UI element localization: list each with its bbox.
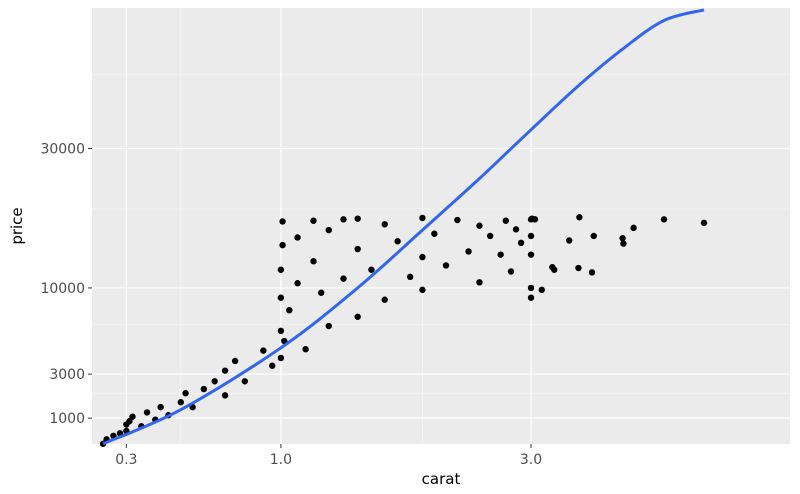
data-point [588, 269, 596, 276]
data-point [507, 268, 515, 275]
data-point [129, 413, 136, 420]
data-point [551, 266, 558, 273]
data-point [531, 216, 539, 223]
data-point [566, 237, 573, 244]
data-point [126, 418, 133, 425]
x-tick-label: 1.0 [270, 452, 292, 468]
data-point [497, 251, 504, 258]
data-point [302, 346, 309, 353]
scatter-points [99, 214, 708, 447]
data-point [619, 235, 626, 242]
data-point [576, 214, 583, 221]
data-point [279, 218, 286, 225]
data-point [279, 241, 286, 249]
data-point [200, 385, 208, 393]
y-tick-label: 1000 [49, 411, 85, 427]
data-point [517, 239, 525, 247]
data-point [260, 347, 267, 354]
data-point [419, 253, 426, 261]
data-point [231, 357, 239, 365]
data-point [476, 222, 483, 229]
data-point [325, 226, 332, 234]
data-point [590, 232, 597, 240]
y-axis-title: price [8, 207, 26, 244]
data-point [354, 245, 361, 253]
data-point [269, 362, 276, 369]
data-point [310, 217, 317, 224]
data-point [277, 294, 285, 301]
data-point [310, 258, 317, 265]
y-tick-label: 3000 [49, 367, 85, 383]
data-point [527, 251, 535, 258]
data-point [527, 294, 535, 301]
data-point [241, 378, 249, 385]
data-point [700, 219, 708, 227]
data-point [211, 378, 218, 385]
data-point [660, 216, 668, 223]
plot-panel [92, 8, 790, 444]
data-point [465, 248, 472, 255]
data-point [527, 232, 535, 240]
axes: 0.3 1.0 3.0 1000 3000 10000 30000 [40, 142, 542, 468]
data-point [630, 224, 637, 232]
data-point [368, 266, 375, 273]
data-point [502, 217, 510, 224]
data-point [419, 214, 426, 222]
data-point [527, 284, 535, 292]
data-point [340, 216, 347, 223]
data-point [286, 306, 293, 314]
data-point [318, 289, 325, 296]
data-point [419, 286, 426, 294]
data-point [143, 409, 151, 416]
data-point [277, 327, 285, 335]
x-tick-label: 3.0 [520, 452, 542, 468]
data-point [294, 280, 301, 287]
data-point [354, 313, 361, 320]
data-point [221, 367, 229, 374]
data-point [182, 390, 189, 397]
data-point [325, 322, 332, 330]
data-point [486, 232, 494, 240]
data-point [394, 238, 401, 245]
data-point [442, 262, 450, 269]
data-point [340, 275, 347, 282]
data-point [620, 240, 627, 247]
data-point [575, 264, 582, 272]
data-point [177, 399, 185, 406]
data-point [354, 215, 361, 222]
data-point [512, 226, 520, 233]
data-point [406, 273, 414, 281]
data-point [538, 286, 545, 294]
data-point [277, 354, 285, 362]
data-point [381, 296, 388, 303]
trend-line [102, 8, 705, 446]
y-tick-label: 10000 [40, 281, 85, 297]
data-point [431, 230, 438, 237]
data-point [294, 234, 301, 241]
data-point [381, 221, 388, 228]
data-point [277, 266, 285, 273]
x-tick-label: 0.3 [115, 452, 137, 468]
data-point [476, 279, 483, 286]
x-axis-title: carat [422, 470, 461, 488]
data-point [157, 403, 164, 411]
y-tick-label: 30000 [40, 142, 85, 158]
data-point [221, 392, 229, 399]
data-point [454, 216, 461, 224]
